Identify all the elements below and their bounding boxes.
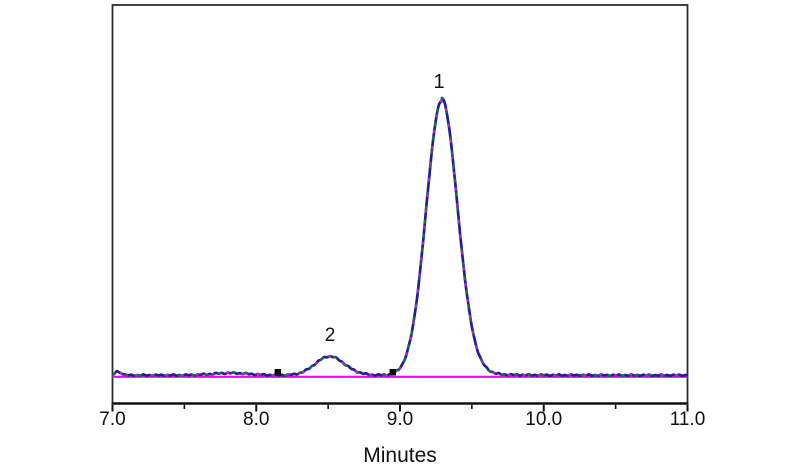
integration-marker [389, 369, 397, 376]
integration-marker [274, 369, 282, 376]
x-tick-label: 9.0 [386, 409, 414, 430]
plot-frame [111, 4, 689, 405]
peak-2-label: 2 [324, 325, 336, 346]
x-tick-label: 10.0 [525, 409, 563, 430]
x-tick-label: 7.0 [99, 409, 126, 430]
x-tick-label: 11.0 [669, 409, 706, 430]
x-axis-title: Minutes [363, 444, 437, 467]
peak-1-label: 1 [433, 71, 445, 93]
trace-magenta [111, 96, 689, 377]
trace-navy [111, 96, 689, 377]
trace-green [111, 96, 689, 377]
x-tick-label: 8.0 [243, 409, 270, 430]
